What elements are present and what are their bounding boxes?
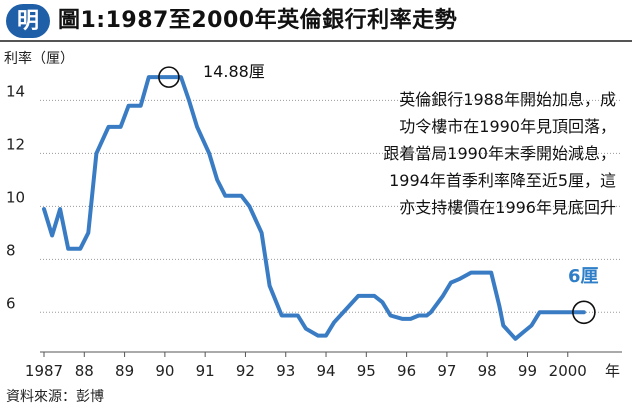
peak-value-label: 14.88厘 [203, 62, 265, 81]
x-tick-label: 90 [155, 362, 174, 380]
x-tick-label: 97 [437, 362, 456, 380]
annotation-line: 亦支持樓價在1996年見底回升 [399, 198, 616, 217]
series [42, 75, 586, 341]
logo-glyph: 明 [16, 8, 39, 34]
y-tick-label: 8 [6, 241, 16, 259]
chart-title: 圖1:1987至2000年英倫銀行利率走勢 [58, 8, 458, 33]
end-value-label: 6厘 [568, 266, 599, 287]
y-tick-label: 6 [6, 294, 16, 312]
x-tick-label: 94 [316, 362, 335, 380]
x-tick-label: 89 [115, 362, 134, 380]
x-tick-label: 2000 [549, 362, 587, 380]
y-tick-label: 10 [6, 188, 25, 206]
x-tick-label: 92 [236, 362, 255, 380]
annotation-line: 功令樓市在1990年見頂回落， [399, 117, 616, 136]
y-tick-label: 12 [6, 135, 25, 153]
source-note: 資料來源：彭博 [6, 389, 104, 405]
x-tick-labels: 1987 88 89 90 91 92 93 94 95 96 97 98 99 2000 年 [25, 362, 620, 380]
x-tick-label: 98 [478, 362, 497, 380]
annotation-line: 1994年首季利率降至近5厘，這 [389, 171, 616, 190]
newspaper-logo: 明 [6, 4, 50, 38]
annotation-line: 跟着當局1990年末季開始減息， [383, 144, 616, 163]
annotation-line: 英倫銀行1988年開始加息，成 [399, 90, 616, 109]
x-tick-label: 95 [357, 362, 376, 380]
x-unit-label: 年 [605, 362, 620, 380]
peak-marker [158, 66, 180, 88]
x-tick-label: 88 [75, 362, 94, 380]
markers [158, 66, 596, 325]
gridlines [40, 99, 622, 357]
title-divider [0, 40, 632, 42]
x-tick-label: 91 [196, 362, 215, 380]
x-tick-label: 1987 [25, 362, 63, 380]
y-axis-label: 利率（厘） [4, 51, 74, 67]
annotation-text: 英倫銀行1988年開始加息，成 功令樓市在1990年見頂回落， 跟着當局1990… [316, 86, 616, 221]
series-line [42, 75, 586, 341]
x-tick-label: 96 [397, 362, 416, 380]
y-tick-label: 14 [6, 82, 25, 100]
y-tick-labels: 6 8 10 12 14 [6, 82, 25, 312]
end-marker [572, 300, 596, 325]
x-tick-label: 99 [518, 362, 537, 380]
x-tick-label: 93 [276, 362, 295, 380]
